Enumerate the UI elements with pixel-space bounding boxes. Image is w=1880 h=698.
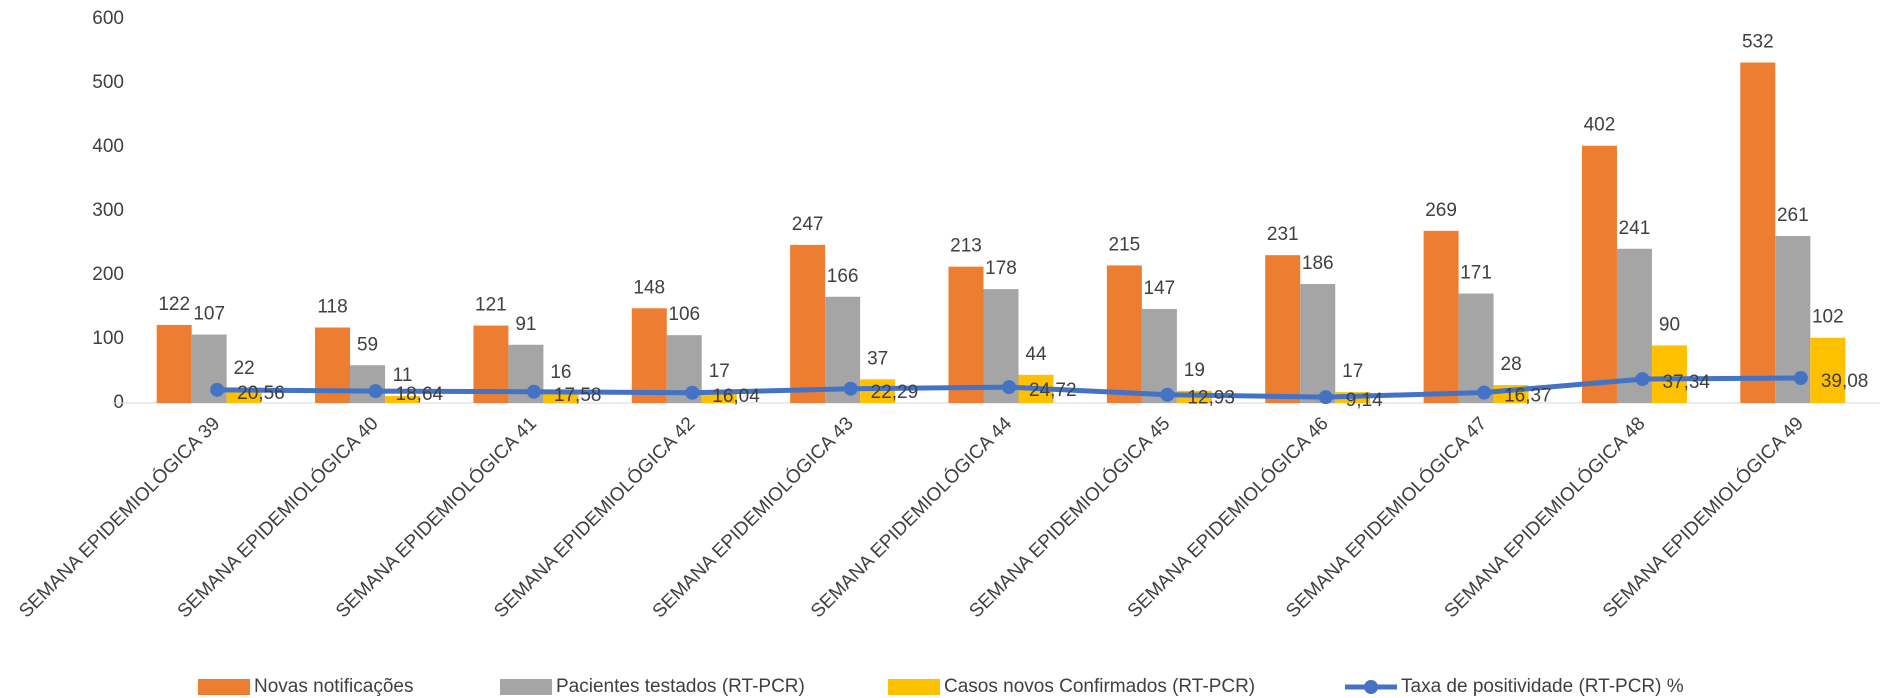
bar xyxy=(631,308,667,403)
bar-value-label: 22 xyxy=(234,358,255,379)
legend-label: Casos novos Confirmados (RT-PCR) xyxy=(944,676,1255,697)
bar xyxy=(790,244,826,403)
bar xyxy=(860,379,896,403)
line-value-label: 16,37 xyxy=(1504,386,1552,407)
legend-label: Novas notificações xyxy=(254,676,413,697)
bar-value-label: 148 xyxy=(633,277,665,298)
bar-value-label: 107 xyxy=(193,304,225,325)
line-point xyxy=(1002,380,1016,395)
bar-value-label: 247 xyxy=(792,214,824,235)
bar-value-label: 241 xyxy=(1619,218,1651,239)
bar xyxy=(1651,345,1687,403)
bar-value-label: 91 xyxy=(515,314,536,335)
line-value-label: 24,72 xyxy=(1029,380,1077,401)
line-point xyxy=(1477,385,1492,400)
line-point xyxy=(1635,372,1650,387)
line-value-label: 9,14 xyxy=(1346,390,1383,411)
bar-value-label: 16 xyxy=(550,362,571,383)
bar xyxy=(156,324,192,403)
line-value-label: 12,93 xyxy=(1187,388,1235,409)
bar-value-label: 106 xyxy=(668,304,700,325)
bar xyxy=(1106,265,1142,403)
line-value-label: 18,64 xyxy=(396,384,444,405)
bar xyxy=(1265,255,1301,403)
line-point xyxy=(685,385,700,400)
bar-value-label: 171 xyxy=(1460,263,1492,284)
bar xyxy=(701,392,737,403)
line-point xyxy=(368,384,383,399)
bar-value-label: 19 xyxy=(1184,360,1205,381)
line-point xyxy=(1160,387,1175,402)
bar-value-label: 532 xyxy=(1742,32,1774,53)
y-tick-label: 500 xyxy=(92,72,124,93)
bar-value-label: 44 xyxy=(1025,344,1047,365)
line-value-label: 17,58 xyxy=(554,385,602,406)
legend-marker xyxy=(1364,680,1378,694)
bar-value-label: 17 xyxy=(709,361,730,382)
line-value-label: 37,34 xyxy=(1662,372,1710,393)
legend-swatch xyxy=(198,679,250,695)
bar-value-label: 261 xyxy=(1777,205,1809,226)
bar-value-label: 186 xyxy=(1302,253,1334,274)
line-value-label: 20,56 xyxy=(237,383,285,404)
line-value-label: 39,08 xyxy=(1821,371,1869,392)
bar-value-label: 402 xyxy=(1584,115,1616,136)
bar-value-label: 178 xyxy=(985,258,1017,279)
legend-swatch xyxy=(500,679,552,695)
bar xyxy=(1810,337,1846,403)
bar-value-label: 231 xyxy=(1267,224,1299,245)
y-tick-label: 400 xyxy=(92,136,124,157)
bar xyxy=(385,395,421,403)
bar-value-label: 90 xyxy=(1659,314,1680,335)
line-point xyxy=(1793,370,1808,385)
bar xyxy=(1581,145,1617,403)
bar-value-label: 118 xyxy=(317,296,347,317)
bar-value-label: 59 xyxy=(357,334,378,355)
line-point xyxy=(843,381,858,396)
bar-value-label: 17 xyxy=(1342,361,1363,382)
bar-value-label: 215 xyxy=(1109,234,1141,255)
bar xyxy=(543,392,579,403)
y-tick-label: 600 xyxy=(92,8,124,29)
bar-value-label: 147 xyxy=(1144,278,1176,299)
bar-value-label: 269 xyxy=(1425,200,1457,221)
bar xyxy=(948,266,984,403)
line-point xyxy=(1318,390,1333,405)
y-tick-label: 200 xyxy=(92,264,124,285)
line-value-label: 16,04 xyxy=(712,386,760,407)
bar xyxy=(1300,283,1336,403)
y-tick-label: 300 xyxy=(92,200,124,221)
line-value-label: 22,29 xyxy=(871,382,919,403)
bar-value-label: 121 xyxy=(475,295,507,316)
bar xyxy=(1423,230,1459,403)
bar xyxy=(350,365,386,403)
line-point xyxy=(526,384,541,399)
y-tick-label: 100 xyxy=(92,328,124,349)
legend-label: Pacientes testados (RT-PCR) xyxy=(556,676,805,697)
line-point xyxy=(210,382,225,397)
bar xyxy=(1141,308,1177,403)
bar-value-label: 102 xyxy=(1812,307,1844,328)
bar-value-label: 213 xyxy=(950,236,982,257)
legend-swatch xyxy=(888,679,940,695)
bar-value-label: 37 xyxy=(867,348,888,369)
legend-label: Taxa de positividade (RT-PCR) % xyxy=(1401,676,1684,697)
bar-value-label: 166 xyxy=(827,266,859,287)
bar xyxy=(1458,293,1494,403)
bar-value-label: 28 xyxy=(1501,354,1522,375)
bar-value-label: 11 xyxy=(393,365,413,386)
bar-value-label: 122 xyxy=(158,294,190,315)
bar xyxy=(1740,62,1776,404)
